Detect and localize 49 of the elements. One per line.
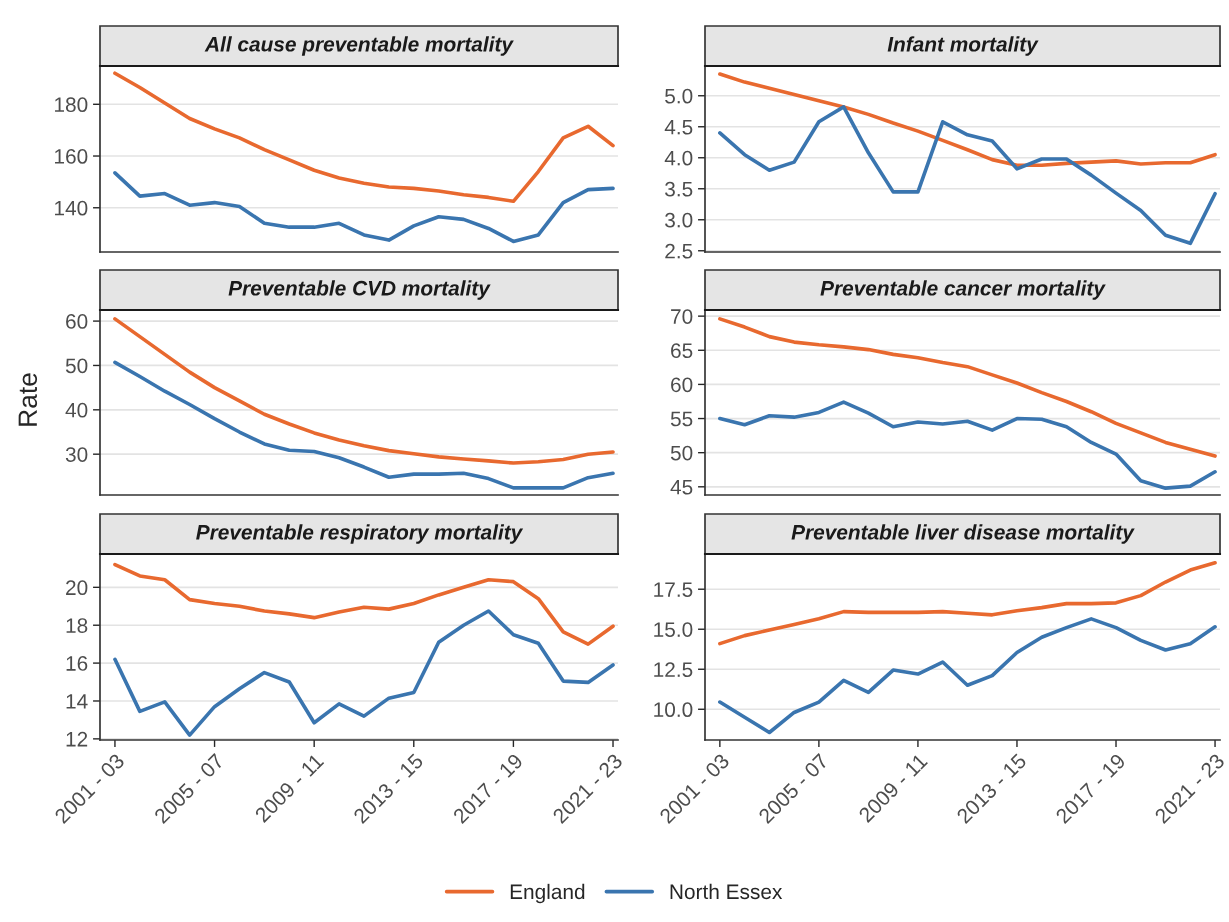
y-tick-label: 15.0 bbox=[654, 622, 693, 637]
legend-label: England bbox=[510, 883, 585, 904]
y-axis-title: Rate bbox=[18, 373, 38, 426]
chart-title: Preventable CVD mortality bbox=[228, 280, 491, 300]
chart-title: Infant mortality bbox=[887, 36, 1039, 56]
y-tick-label: 2.5 bbox=[665, 243, 693, 259]
y-tick-label: 20 bbox=[66, 580, 88, 596]
y-tick-label: 65 bbox=[671, 343, 693, 359]
y-tick-label: 45 bbox=[670, 480, 693, 495]
y-tick-label: 3.5 bbox=[665, 181, 693, 197]
y-tick-label: 16 bbox=[66, 656, 88, 671]
line-series bbox=[113, 317, 615, 465]
y-tick-label: 17.5 bbox=[654, 582, 693, 597]
y-tick-label: 3.0 bbox=[665, 212, 693, 228]
legend-label: North Essex bbox=[670, 883, 783, 900]
y-tick-label: 30 bbox=[65, 447, 88, 462]
y-tick-label: 60 bbox=[66, 314, 88, 329]
line-series bbox=[113, 609, 615, 737]
line-series bbox=[113, 71, 615, 204]
line-series bbox=[113, 171, 615, 244]
y-tick-label: 4.5 bbox=[664, 119, 693, 135]
y-tick-label: 55 bbox=[670, 411, 693, 427]
line-series bbox=[718, 317, 1217, 458]
y-tick-label: 70 bbox=[671, 309, 693, 324]
line-series bbox=[113, 360, 615, 490]
y-tick-label: 50 bbox=[670, 445, 693, 461]
line-series bbox=[718, 105, 1217, 246]
y-tick-label: 140 bbox=[55, 200, 88, 216]
y-tick-label: 10.0 bbox=[654, 702, 693, 718]
line-series bbox=[718, 400, 1217, 490]
chart-title: Preventable respiratory mortality bbox=[196, 524, 524, 544]
y-tick-label: 14 bbox=[66, 694, 88, 709]
y-tick-label: 4.0 bbox=[664, 150, 693, 166]
y-tick-label: 60 bbox=[671, 377, 693, 393]
line-series bbox=[113, 562, 615, 646]
chart-title: Preventable liver disease mortality bbox=[791, 524, 1135, 544]
y-tick-label: 50 bbox=[65, 358, 88, 374]
chart-title: Preventable cancer mortality bbox=[820, 280, 1106, 300]
y-tick-label: 180 bbox=[55, 97, 88, 113]
chart-title: All cause preventable mortality bbox=[204, 36, 514, 56]
y-tick-label: 5.0 bbox=[665, 88, 693, 104]
y-tick-label: 18 bbox=[66, 618, 88, 633]
line-series bbox=[718, 560, 1217, 646]
y-tick-label: 160 bbox=[55, 149, 88, 164]
line-series bbox=[718, 617, 1217, 735]
y-tick-label: 12 bbox=[66, 731, 88, 747]
line-series bbox=[718, 72, 1217, 168]
y-tick-label: 40 bbox=[65, 402, 88, 418]
y-tick-label: 12.5 bbox=[654, 662, 693, 677]
